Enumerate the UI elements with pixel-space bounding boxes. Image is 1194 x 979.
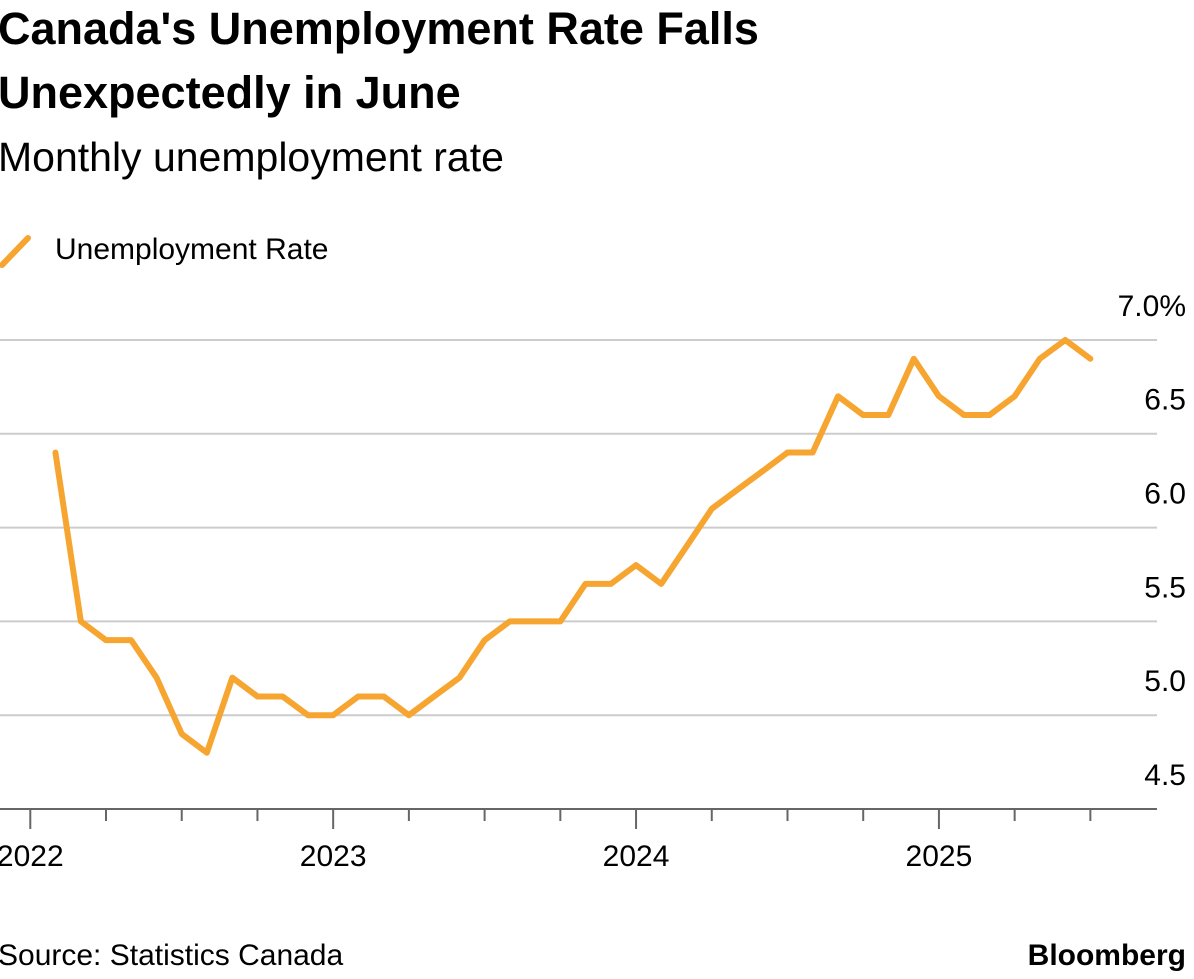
y-tick-label: 5.0 bbox=[1144, 665, 1186, 698]
chart-subtitle: Monthly unemployment rate bbox=[0, 134, 504, 180]
legend-label: Unemployment Rate bbox=[55, 233, 328, 266]
chart-title: Canada's Unemployment Rate Falls bbox=[0, 3, 759, 54]
y-tick-label: 7.0% bbox=[1118, 290, 1186, 323]
line-series bbox=[52, 337, 1094, 756]
brand: Bloomberg bbox=[1028, 939, 1186, 972]
y-tick-label: 5.5 bbox=[1144, 571, 1186, 604]
x-tick-label: 2022 bbox=[0, 840, 64, 873]
y-tick-label: 4.5 bbox=[1144, 759, 1186, 792]
y-tick-label: 6.0 bbox=[1144, 478, 1186, 511]
chart-title: Unexpectedly in June bbox=[0, 67, 461, 118]
legend-swatch bbox=[0, 235, 31, 268]
x-tick-label: 2023 bbox=[300, 840, 367, 873]
source: Source: Statistics Canada bbox=[0, 939, 343, 972]
y-tick-label: 6.5 bbox=[1144, 384, 1186, 417]
x-tick-label: 2024 bbox=[603, 840, 670, 873]
x-tick-label: 2025 bbox=[906, 840, 973, 873]
